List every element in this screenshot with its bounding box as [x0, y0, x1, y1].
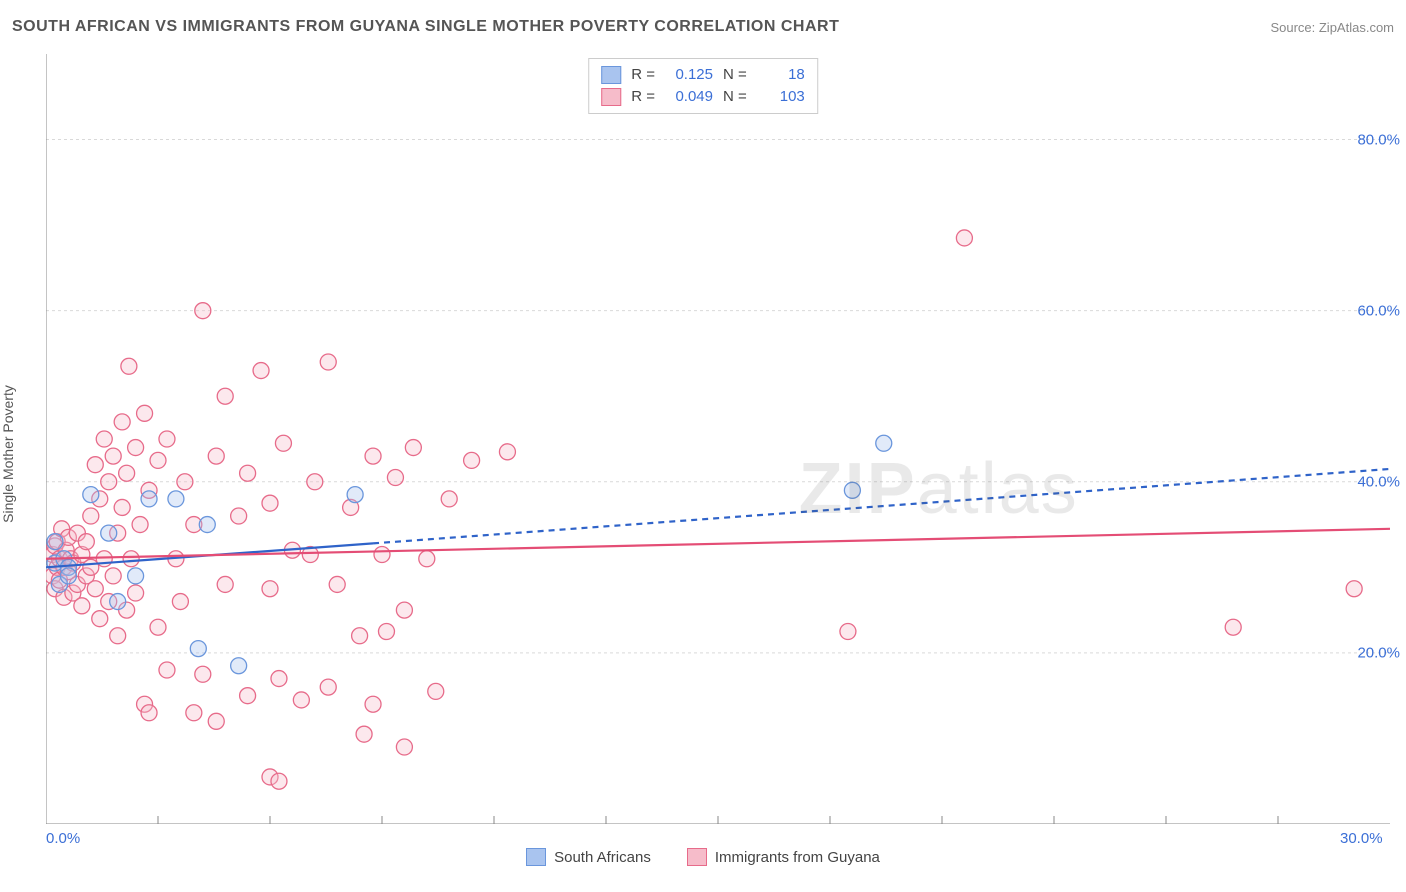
swatch-series-b: [601, 88, 621, 106]
n-value-b: 103: [757, 86, 805, 108]
r-label-a: R =: [631, 64, 655, 86]
plot-area: [46, 54, 1390, 824]
stats-row-series-a: R = 0.125 N = 18: [601, 64, 805, 86]
series-legend: South Africans Immigrants from Guyana: [0, 848, 1406, 866]
r-value-a: 0.125: [665, 64, 713, 86]
y-tick-label: 60.0%: [1357, 302, 1400, 319]
stats-row-series-b: R = 0.049 N = 103: [601, 86, 805, 108]
r-label-b: R =: [631, 86, 655, 108]
chart-title: SOUTH AFRICAN VS IMMIGRANTS FROM GUYANA …: [12, 18, 839, 36]
legend-label-b: Immigrants from Guyana: [715, 849, 880, 866]
legend-swatch-b: [687, 848, 707, 866]
y-tick-label: 40.0%: [1357, 473, 1400, 490]
y-axis-label: Single Mother Poverty: [0, 385, 16, 523]
stats-legend: R = 0.125 N = 18 R = 0.049 N = 103: [588, 58, 818, 114]
r-value-b: 0.049: [665, 86, 713, 108]
scatter-svg: [46, 54, 1390, 824]
swatch-series-a: [601, 66, 621, 84]
source-label: Source: ZipAtlas.com: [1270, 20, 1394, 35]
y-tick-label: 20.0%: [1357, 644, 1400, 661]
y-tick-label: 80.0%: [1357, 131, 1400, 148]
legend-item-a: South Africans: [526, 848, 651, 866]
n-label-b: N =: [723, 86, 747, 108]
x-tick-label: 30.0%: [1340, 830, 1383, 847]
x-tick-label: 0.0%: [46, 830, 80, 847]
n-label-a: N =: [723, 64, 747, 86]
legend-label-a: South Africans: [554, 849, 651, 866]
legend-swatch-a: [526, 848, 546, 866]
legend-item-b: Immigrants from Guyana: [687, 848, 880, 866]
n-value-a: 18: [757, 64, 805, 86]
